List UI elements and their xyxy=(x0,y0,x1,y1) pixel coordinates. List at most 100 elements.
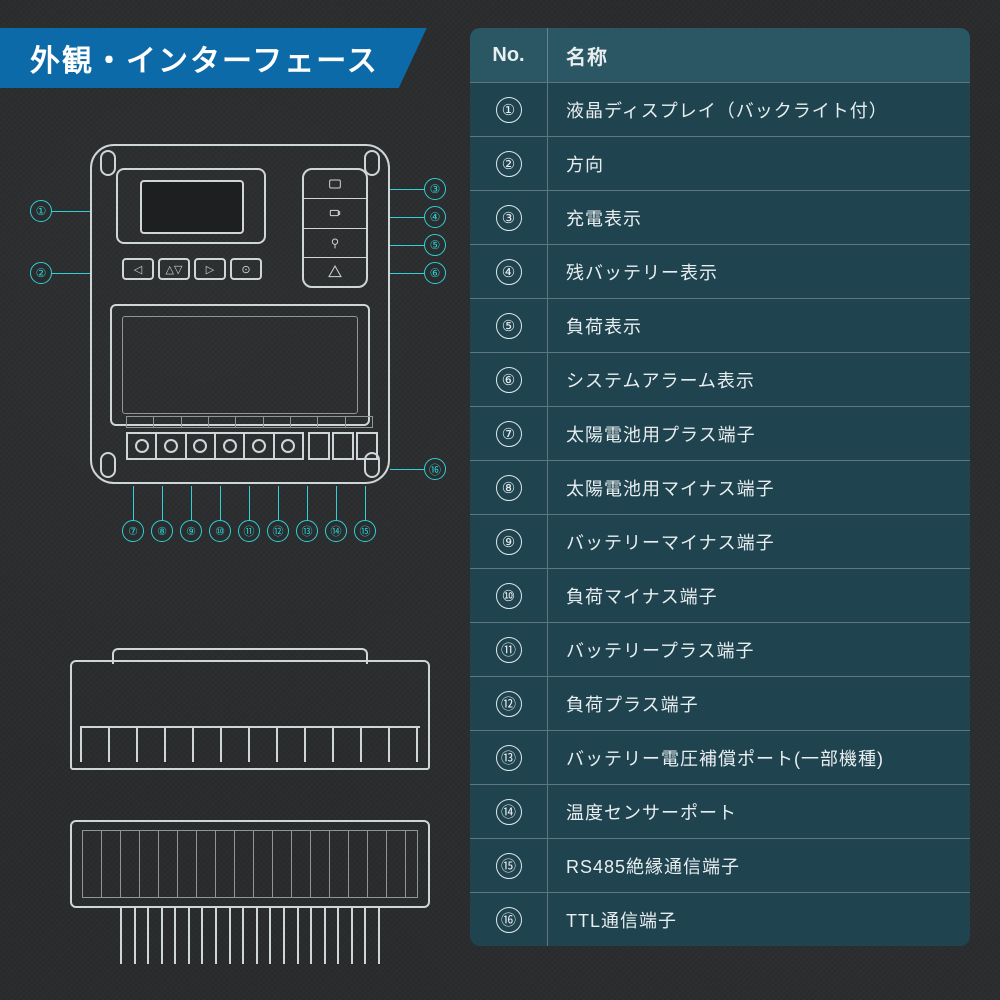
terminal-icon xyxy=(155,432,186,460)
alarm-indicator-icon xyxy=(304,257,366,286)
row-name: 太陽電池用プラス端子 xyxy=(548,407,970,460)
table-row: ③充電表示 xyxy=(470,190,970,244)
callout-number: ⑩ xyxy=(209,520,231,542)
mount-hole-icon xyxy=(100,150,116,176)
row-name: システムアラーム表示 xyxy=(548,353,970,406)
table-header-name: 名称 xyxy=(548,28,970,82)
row-number: ⑬ xyxy=(470,731,548,784)
table-row: ⑨バッテリーマイナス端子 xyxy=(470,514,970,568)
row-name: 温度センサーポート xyxy=(548,785,970,838)
row-name: 負荷マイナス端子 xyxy=(548,569,970,622)
device-diagram: ◁ △▽ ▷ ⊙ ① ② xyxy=(30,120,450,960)
row-name: TTL通信端子 xyxy=(548,893,970,946)
terminal-strip xyxy=(126,432,302,460)
row-name: 液晶ディスプレイ（バックライト付） xyxy=(548,83,970,136)
mount-hole-icon xyxy=(100,452,116,478)
direction-buttons: ◁ △▽ ▷ ⊙ xyxy=(122,254,262,284)
callout-number: ⑮ xyxy=(354,520,376,542)
table-header-row: No. 名称 xyxy=(470,28,970,82)
terminal-icon xyxy=(126,432,157,460)
row-name: 残バッテリー表示 xyxy=(548,245,970,298)
row-number: ⑤ xyxy=(470,299,548,352)
row-name: バッテリープラス端子 xyxy=(548,623,970,676)
button-updown-icon: △▽ xyxy=(158,258,190,280)
callout: ③ xyxy=(390,178,446,200)
row-name: バッテリー電圧補償ポート(一部機種) xyxy=(548,731,970,784)
device-side-view xyxy=(70,660,430,770)
terminal-labels-strip xyxy=(126,416,372,428)
section-title-banner: 外観・インターフェース xyxy=(0,28,427,88)
port-icon xyxy=(308,432,330,460)
row-name: 負荷プラス端子 xyxy=(548,677,970,730)
callout: ① xyxy=(30,200,90,222)
device-bottom-view xyxy=(70,820,430,970)
terminal-icon xyxy=(243,432,274,460)
charge-indicator-icon xyxy=(304,170,366,198)
table-row: ⑩負荷マイナス端子 xyxy=(470,568,970,622)
table-header-no: No. xyxy=(470,28,548,82)
row-number: ⑥ xyxy=(470,353,548,406)
row-number: ⑯ xyxy=(470,893,548,946)
table-row: ⑪バッテリープラス端子 xyxy=(470,622,970,676)
row-number: ⑨ xyxy=(470,515,548,568)
port-icon xyxy=(356,432,378,460)
terminal-icon xyxy=(273,432,304,460)
row-name: 太陽電池用マイナス端子 xyxy=(548,461,970,514)
callout-number: ⑪ xyxy=(238,520,260,542)
table-row: ⑭温度センサーポート xyxy=(470,784,970,838)
table-row: ⑥システムアラーム表示 xyxy=(470,352,970,406)
terminal-icon xyxy=(214,432,245,460)
row-number: ⑫ xyxy=(470,677,548,730)
aux-ports xyxy=(308,432,378,460)
button-right-icon: ▷ xyxy=(194,258,226,280)
table-row: ⑯TTL通信端子 xyxy=(470,892,970,946)
battery-indicator-icon xyxy=(304,198,366,227)
table-row: ①液晶ディスプレイ（バックライト付） xyxy=(470,82,970,136)
section-title: 外観・インターフェース xyxy=(30,36,379,80)
table-row: ④残バッテリー表示 xyxy=(470,244,970,298)
row-number: ④ xyxy=(470,245,548,298)
table-row: ②方向 xyxy=(470,136,970,190)
row-number: ② xyxy=(470,137,548,190)
bottom-view-body-icon xyxy=(70,820,430,908)
table-row: ⑧太陽電池用マイナス端子 xyxy=(470,460,970,514)
table-row: ⑮RS485絶縁通信端子 xyxy=(470,838,970,892)
callout: ④ xyxy=(390,206,446,228)
row-number: ① xyxy=(470,83,548,136)
callout-number: ⑫ xyxy=(267,520,289,542)
port-icon xyxy=(332,432,354,460)
row-number: ⑮ xyxy=(470,839,548,892)
terminal-icon xyxy=(185,432,216,460)
callout: ② xyxy=(30,262,90,284)
table-row: ⑬バッテリー電圧補償ポート(一部機種) xyxy=(470,730,970,784)
callout-number: ⑧ xyxy=(151,520,173,542)
row-name: 充電表示 xyxy=(548,191,970,244)
row-number: ⑧ xyxy=(470,461,548,514)
row-name: 方向 xyxy=(548,137,970,190)
load-indicator-icon xyxy=(304,228,366,257)
lcd-display-icon xyxy=(116,168,266,244)
row-name: バッテリーマイナス端子 xyxy=(548,515,970,568)
callout-number: ⑨ xyxy=(180,520,202,542)
callout-number: ⑭ xyxy=(325,520,347,542)
row-number: ⑦ xyxy=(470,407,548,460)
row-number: ③ xyxy=(470,191,548,244)
row-number: ⑩ xyxy=(470,569,548,622)
bottom-leader-lines xyxy=(130,486,390,520)
row-name: 負荷表示 xyxy=(548,299,970,352)
callout-number: ⑬ xyxy=(296,520,318,542)
parts-table: No. 名称 ①液晶ディスプレイ（バックライト付）②方向③充電表示④残バッテリー… xyxy=(470,28,970,946)
row-number: ⑪ xyxy=(470,623,548,676)
row-number: ⑭ xyxy=(470,785,548,838)
callout: ⑥ xyxy=(390,262,446,284)
button-left-icon: ◁ xyxy=(122,258,154,280)
row-name: RS485絶縁通信端子 xyxy=(548,839,970,892)
table-row: ⑤負荷表示 xyxy=(470,298,970,352)
indicator-panel xyxy=(302,168,368,288)
callout-number: ⑦ xyxy=(122,520,144,542)
table-row: ⑦太陽電池用プラス端子 xyxy=(470,406,970,460)
bottom-callout-numbers: ⑦⑧⑨⑩⑪⑫⑬⑭⑮ xyxy=(122,520,376,542)
device-front-view: ◁ △▽ ▷ ⊙ xyxy=(90,144,390,484)
callout: ⑯ xyxy=(390,458,446,480)
mid-panel-icon xyxy=(110,304,370,426)
